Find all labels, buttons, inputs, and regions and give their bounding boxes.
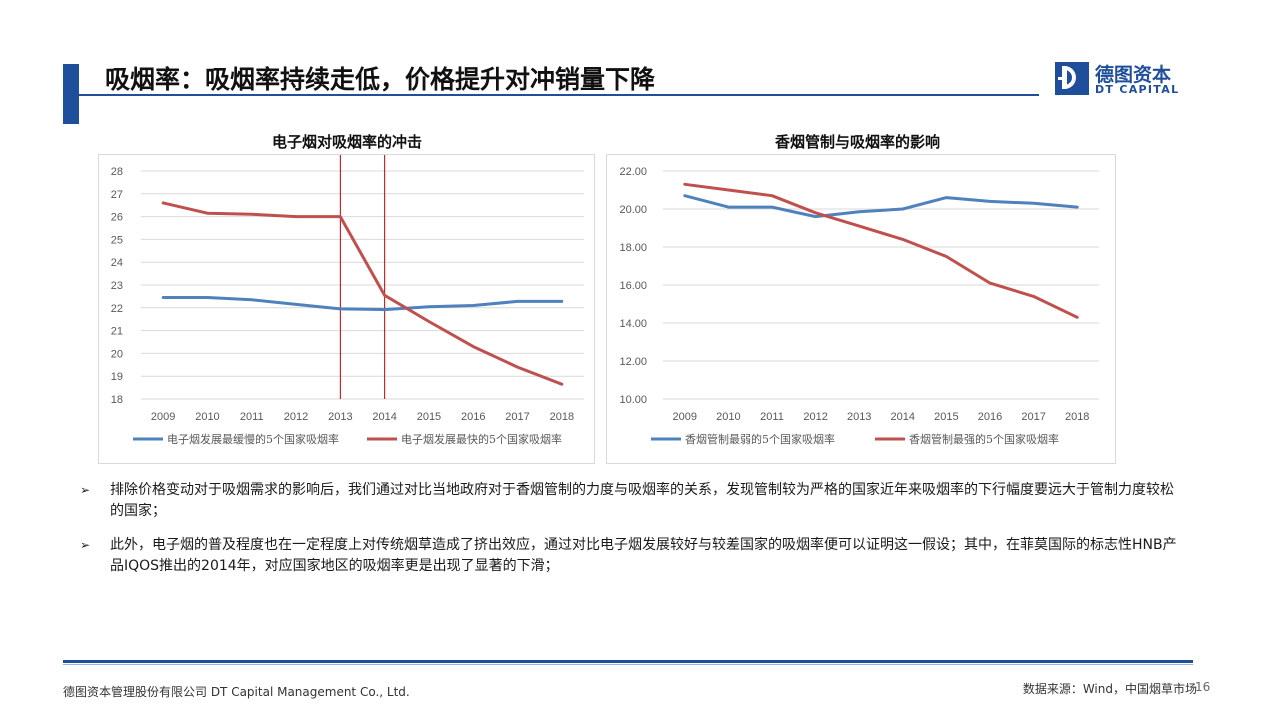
bullet-list: ➢ 排除价格变动对于吸烟需求的影响后，我们通过对比当地政府对于香烟管制的力度与吸… <box>80 480 1180 590</box>
y-tick-label: 19 <box>111 371 123 383</box>
series-line <box>161 201 564 386</box>
x-tick-label: 2012 <box>803 411 827 423</box>
chart-ecig: 28 27 26 25 24 23 22 21 20 19 18 2009 2010 2011 2012 20… <box>98 154 595 464</box>
legend-label: 电子烟发展最缓慢的5个国家吸烟率 <box>167 432 339 446</box>
y-tick-label: 22 <box>111 303 123 315</box>
company-logo: 德图资本 DT CAPITAL <box>1055 62 1185 96</box>
x-tick-label: 2011 <box>240 411 264 423</box>
series-line <box>683 194 1079 219</box>
x-tick-label: 2018 <box>550 411 574 423</box>
y-tick-label: 27 <box>111 189 123 201</box>
x-tick-label: 2018 <box>1065 411 1089 423</box>
y-tick-label: 12.00 <box>619 356 647 368</box>
y-tick-label: 26 <box>111 212 123 224</box>
x-tick-label: 2017 <box>505 411 529 423</box>
y-tick-label: 16.00 <box>619 280 647 292</box>
x-tick-label: 2012 <box>284 411 308 423</box>
footer-company: 德图资本管理股份有限公司 DT Capital Management Co., … <box>63 685 410 699</box>
y-tick-label: 23 <box>111 280 123 292</box>
y-tick-label: 25 <box>111 234 123 246</box>
arrow-bullet-icon: ➢ <box>80 538 91 552</box>
chart-title-regulation: 香烟管制与吸烟率的影响 <box>775 133 941 151</box>
x-tick-label: 2013 <box>847 411 871 423</box>
series-line <box>161 296 564 312</box>
x-tick-label: 2015 <box>417 411 441 423</box>
x-tick-label: 2013 <box>328 411 352 423</box>
x-tick-label: 2017 <box>1021 411 1045 423</box>
title-underline <box>79 94 1039 96</box>
x-tick-label: 2014 <box>891 411 915 423</box>
bullet-item: ➢ 排除价格变动对于吸烟需求的影响后，我们通过对比当地政府对于香烟管制的力度与吸… <box>80 480 1180 522</box>
x-tick-label: 2016 <box>461 411 485 423</box>
x-tick-label: 2011 <box>760 411 784 423</box>
chart-regulation-svg: 22.00 20.00 18.00 16.00 14.00 12.00 10.00 2009 2… <box>619 166 1099 446</box>
legend-label: 香烟管制最强的5个国家吸烟率 <box>909 432 1059 446</box>
y-tick-label: 22.00 <box>619 166 647 178</box>
page-number: 16 <box>1195 680 1211 694</box>
bullet-text: 此外，电子烟的普及程度也在一定程度上对传统烟草造成了挤出效应，通过对比电子烟发展… <box>110 537 1177 574</box>
chart-regulation: 22.00 20.00 18.00 16.00 14.00 12.00 10.00 2009 2… <box>606 154 1116 464</box>
x-tick-label: 2009 <box>151 411 175 423</box>
chart-title-ecig: 电子烟对吸烟率的冲击 <box>272 133 423 151</box>
legend-label: 香烟管制最弱的5个国家吸烟率 <box>685 432 835 446</box>
x-tick-label: 2009 <box>673 411 697 423</box>
page-title: 吸烟率：吸烟率持续走低，价格提升对冲销量下降 <box>105 65 656 94</box>
y-tick-label: 20.00 <box>619 204 647 216</box>
legend-label: 电子烟发展最快的5个国家吸烟率 <box>401 432 562 446</box>
bullet-item: ➢ 此外，电子烟的普及程度也在一定程度上对传统烟草造成了挤出效应，通过对比电子烟… <box>80 535 1180 577</box>
bullet-text: 排除价格变动对于吸烟需求的影响后，我们通过对比当地政府对于香烟管制的力度与吸烟率… <box>110 482 1174 519</box>
x-tick-label: 2010 <box>195 411 219 423</box>
footer-divider-thin <box>63 664 1193 665</box>
chart-ecig-svg: 28 27 26 25 24 23 22 21 20 19 18 2009 2010 2011 2012 20… <box>111 155 584 446</box>
y-tick-label: 18.00 <box>619 242 647 254</box>
y-tick-label: 20 <box>111 348 123 360</box>
y-tick-label: 24 <box>111 257 123 269</box>
title-accent-bar <box>63 64 79 124</box>
x-tick-label: 2016 <box>978 411 1002 423</box>
dt-logo-icon <box>1055 62 1089 95</box>
arrow-bullet-icon: ➢ <box>80 483 91 497</box>
x-tick-label: 2015 <box>934 411 958 423</box>
logo-text-cn: 德图资本 <box>1095 64 1172 86</box>
y-tick-label: 21 <box>111 326 123 338</box>
y-tick-label: 18 <box>111 394 123 406</box>
series-line <box>683 182 1079 319</box>
y-tick-label: 28 <box>111 166 123 178</box>
x-tick-label: 2010 <box>716 411 740 423</box>
logo-text-en: DT CAPITAL <box>1095 83 1180 96</box>
x-tick-label: 2014 <box>372 411 396 423</box>
footer-divider <box>63 660 1193 663</box>
y-tick-label: 14.00 <box>619 318 647 330</box>
footer-source: 数据来源：Wind，中国烟草市场 <box>1022 682 1197 696</box>
y-tick-label: 10.00 <box>619 394 647 406</box>
